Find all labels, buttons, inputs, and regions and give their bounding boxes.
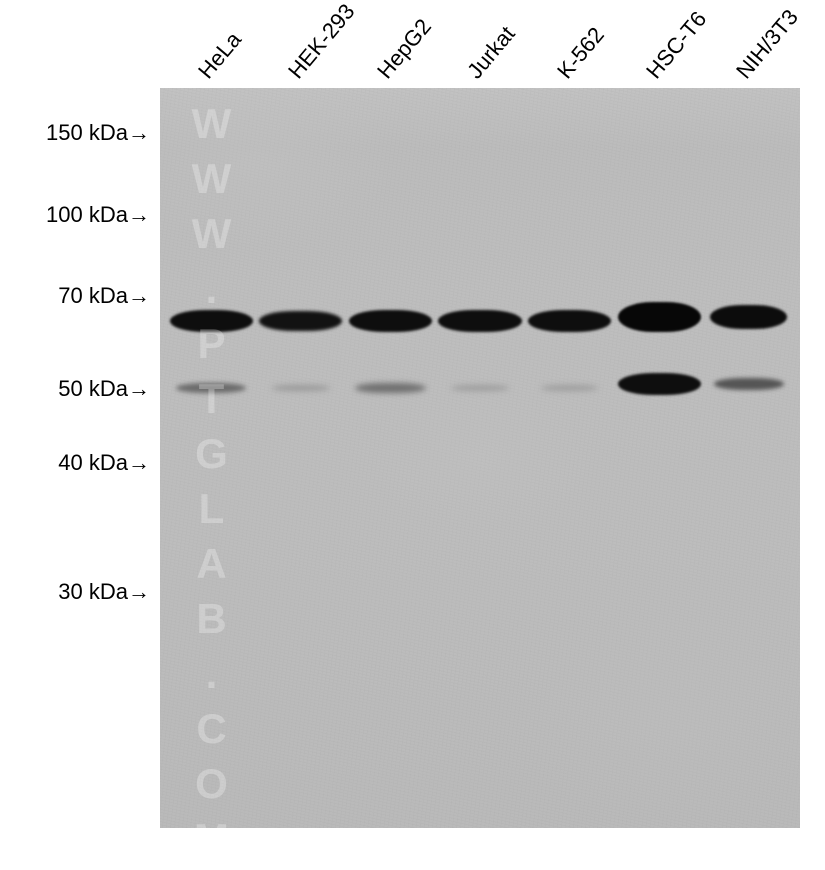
blot-image <box>160 88 800 828</box>
blot-band <box>710 305 787 329</box>
lane-label: HeLa <box>193 27 247 84</box>
blot-band <box>541 385 599 391</box>
blot-band <box>349 310 432 332</box>
marker-label: 100 kDa→ <box>46 202 150 228</box>
marker-label: 40 kDa→ <box>58 450 150 476</box>
blot-band <box>451 385 509 391</box>
blot-band <box>272 385 330 391</box>
marker-label: 70 kDa→ <box>58 283 150 309</box>
lane-label: HSC-T6 <box>641 6 712 84</box>
lane-label: HEK-293 <box>283 0 360 84</box>
lane-label: K-562 <box>552 22 610 84</box>
lane-label: HepG2 <box>372 14 437 84</box>
blot-band <box>714 378 784 390</box>
figure-container: HeLa HEK-293HepG2 Jurkat K-562 HSC-T6 NIH/3T3… <box>0 0 825 850</box>
blot-band <box>528 310 611 332</box>
marker-labels-column: 150 kDa→ 100 kDa→ 70 kDa→ 50 kDa→ 40 kDa→ 30 … <box>0 0 160 850</box>
blot-band <box>170 310 253 332</box>
blot-band <box>618 302 701 332</box>
lane-label: Jurkat <box>462 21 520 84</box>
marker-label: 50 kDa→ <box>58 376 150 402</box>
blot-band <box>259 311 342 331</box>
marker-label: 30 kDa→ <box>58 579 150 605</box>
lane-label: NIH/3T3 <box>731 5 804 84</box>
blot-band <box>176 383 246 393</box>
lane-labels-row: HeLaHEK-293HepG2JurkatK-562HSC-T6NIH/3T3 <box>160 0 800 90</box>
blot-band <box>355 383 425 393</box>
blot-band <box>438 310 521 332</box>
blot-noise-overlay <box>160 88 800 828</box>
marker-label: 150 kDa→ <box>46 120 150 146</box>
blot-band <box>618 373 701 395</box>
